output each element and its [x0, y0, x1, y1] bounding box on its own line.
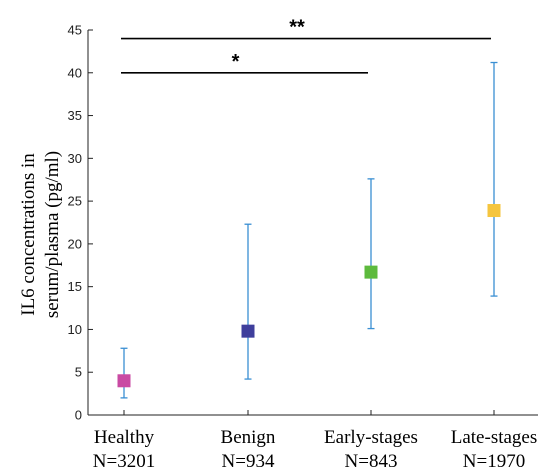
y-tick-label: 10 [68, 322, 82, 337]
significance-label: ** [289, 17, 305, 39]
y-tick-label: 15 [68, 279, 82, 294]
category-label: Healthy [94, 427, 155, 448]
significance-annotations: *** [121, 17, 491, 74]
error-bars [120, 61, 498, 399]
y-tick-label: 25 [68, 194, 82, 209]
y-tick-label: 40 [68, 65, 82, 80]
category-label: Early-stages [324, 427, 418, 448]
y-tick-label: 45 [68, 23, 82, 38]
y-tick-label: 5 [75, 365, 82, 380]
data-point [487, 204, 501, 218]
y-axis-title-line: IL6 concentrations in [18, 153, 39, 316]
data-point [241, 324, 255, 338]
data-markers [117, 204, 501, 388]
y-axis-ticks: 0 5 10 15 20 25 30 35 40 45 [68, 23, 93, 423]
x-axis-category-labels: Healthy N=3201 Benign N=934 Early-stages N=84… [93, 410, 537, 472]
category-label: Late-stages [451, 427, 538, 448]
category-n-label: N=1970 [463, 451, 525, 472]
significance-label: * [232, 51, 240, 73]
category-label: Benign [221, 427, 276, 448]
y-tick-label: 0 [75, 408, 82, 423]
y-axis-title-line: serum/plasma (pg/ml) [42, 151, 63, 318]
data-point [117, 374, 131, 388]
y-tick-label: 20 [68, 236, 82, 251]
data-point [364, 265, 378, 279]
category-n-label: N=3201 [93, 451, 155, 472]
category-n-label: N=934 [222, 451, 275, 472]
y-tick-label: 30 [68, 151, 82, 166]
y-tick-label: 35 [68, 108, 82, 123]
y-axis-title: IL6 concentrations in serum/plasma (pg/ml… [18, 151, 63, 318]
category-n-label: N=843 [345, 451, 398, 472]
